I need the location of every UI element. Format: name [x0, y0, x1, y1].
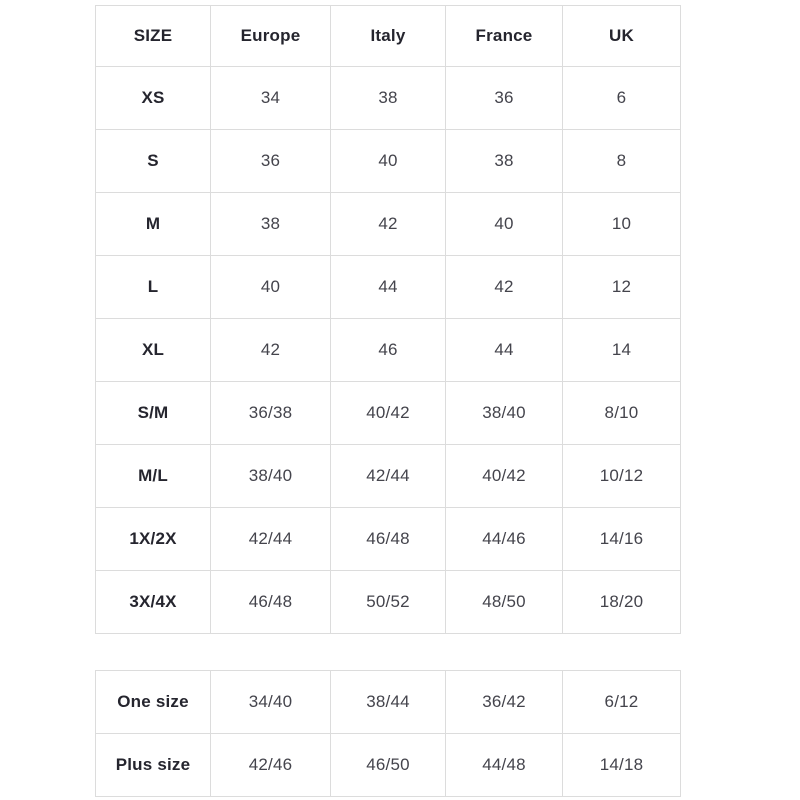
table-row: 3X/4X 46/48 50/52 48/50 18/20 — [95, 570, 681, 634]
table-cell: 42 — [445, 255, 563, 319]
header-uk: UK — [562, 5, 681, 67]
table-cell: 44 — [445, 318, 563, 382]
table-row: M/L 38/40 42/44 40/42 10/12 — [95, 444, 681, 508]
table-row: Plus size 42/46 46/50 44/48 14/18 — [95, 733, 681, 797]
table-cell: 44 — [330, 255, 446, 319]
table-cell: 34 — [210, 66, 331, 130]
table-cell: 46/50 — [330, 733, 446, 797]
table-cell: 36 — [210, 129, 331, 193]
table-cell: 38 — [210, 192, 331, 256]
header-row: SIZE Europe Italy France UK — [95, 5, 681, 67]
header-france: France — [445, 5, 563, 67]
table-cell: 10 — [562, 192, 681, 256]
table-row: XL 42 46 44 14 — [95, 318, 681, 382]
table-cell: 50/52 — [330, 570, 446, 634]
table-cell: 36/38 — [210, 381, 331, 445]
table-cell: 40/42 — [445, 444, 563, 508]
table-cell: 6/12 — [562, 670, 681, 734]
table-cell: 14/18 — [562, 733, 681, 797]
table-cell: 46/48 — [330, 507, 446, 571]
header-size: SIZE — [95, 5, 211, 67]
table-cell: 40/42 — [330, 381, 446, 445]
row-label: S — [95, 129, 211, 193]
table-cell: 14/16 — [562, 507, 681, 571]
table-cell: 8/10 — [562, 381, 681, 445]
row-label: XS — [95, 66, 211, 130]
table-cell: 42/46 — [210, 733, 331, 797]
table-cell: 34/40 — [210, 670, 331, 734]
table-row: M 38 42 40 10 — [95, 192, 681, 256]
header-europe: Europe — [210, 5, 331, 67]
table-cell: 38 — [330, 66, 446, 130]
table-cell: 14 — [562, 318, 681, 382]
table-cell: 36 — [445, 66, 563, 130]
table-row: XS 34 38 36 6 — [95, 66, 681, 130]
row-label: M — [95, 192, 211, 256]
table-cell: 40 — [210, 255, 331, 319]
size-conversion-table: SIZE Europe Italy France UK XS 34 38 36 … — [95, 5, 681, 634]
table-row: S 36 40 38 8 — [95, 129, 681, 193]
table-cell: 38 — [445, 129, 563, 193]
table-cell: 38/40 — [445, 381, 563, 445]
table-cell: 40 — [445, 192, 563, 256]
table-cell: 48/50 — [445, 570, 563, 634]
row-label: 1X/2X — [95, 507, 211, 571]
table-cell: 18/20 — [562, 570, 681, 634]
table-cell: 38/40 — [210, 444, 331, 508]
table-cell: 36/42 — [445, 670, 563, 734]
table-cell: 42 — [330, 192, 446, 256]
table-cell: 10/12 — [562, 444, 681, 508]
row-label: Plus size — [95, 733, 211, 797]
table-row: S/M 36/38 40/42 38/40 8/10 — [95, 381, 681, 445]
table-cell: 8 — [562, 129, 681, 193]
row-label: M/L — [95, 444, 211, 508]
row-label: One size — [95, 670, 211, 734]
table-cell: 38/44 — [330, 670, 446, 734]
row-label: XL — [95, 318, 211, 382]
table-row: 1X/2X 42/44 46/48 44/46 14/16 — [95, 507, 681, 571]
header-italy: Italy — [330, 5, 446, 67]
table-cell: 42 — [210, 318, 331, 382]
table-header: SIZE Europe Italy France UK — [95, 5, 681, 67]
table-cell: 44/46 — [445, 507, 563, 571]
row-label: 3X/4X — [95, 570, 211, 634]
row-label: L — [95, 255, 211, 319]
table-cell: 42/44 — [330, 444, 446, 508]
table-cell: 44/48 — [445, 733, 563, 797]
table-row: One size 34/40 38/44 36/42 6/12 — [95, 670, 681, 734]
table-cell: 46 — [330, 318, 446, 382]
table-cell: 42/44 — [210, 507, 331, 571]
row-label: S/M — [95, 381, 211, 445]
table-cell: 6 — [562, 66, 681, 130]
table-cell: 46/48 — [210, 570, 331, 634]
table-cell: 40 — [330, 129, 446, 193]
size-tables-container: SIZE Europe Italy France UK XS 34 38 36 … — [95, 5, 681, 797]
table-cell: 12 — [562, 255, 681, 319]
special-sizes-table: One size 34/40 38/44 36/42 6/12 Plus siz… — [95, 670, 681, 797]
table-row: L 40 44 42 12 — [95, 255, 681, 319]
